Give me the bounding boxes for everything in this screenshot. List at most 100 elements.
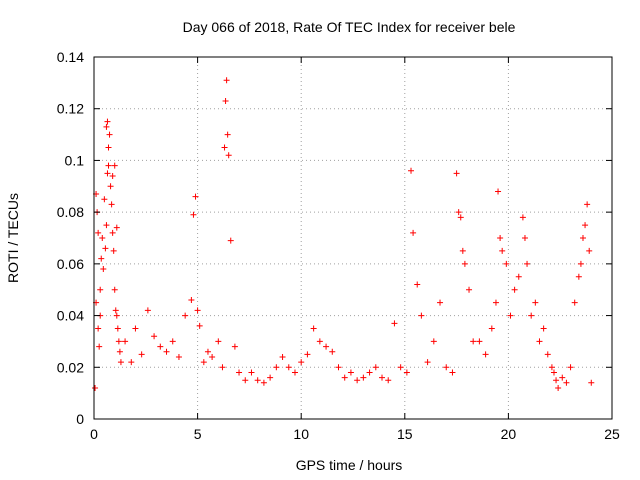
- data-point: [225, 152, 232, 159]
- data-point: [115, 338, 122, 345]
- data-point: [499, 247, 506, 254]
- data-point: [354, 377, 361, 384]
- data-point: [110, 247, 117, 254]
- data-point: [521, 235, 528, 241]
- data-point: [113, 224, 120, 231]
- data-point: [476, 338, 483, 345]
- data-point: [223, 77, 230, 84]
- data-point: [221, 144, 228, 151]
- data-point: [418, 312, 425, 319]
- data-point: [567, 364, 574, 371]
- axis-ticks: [93, 56, 613, 420]
- data-point: [329, 348, 336, 355]
- data-point: [105, 144, 112, 151]
- data-point: [103, 123, 110, 130]
- data-point: [273, 364, 280, 371]
- data-point: [227, 237, 234, 244]
- data-point: [391, 320, 398, 327]
- data-point: [175, 353, 182, 360]
- data-point: [540, 325, 547, 332]
- data-point: [192, 193, 199, 200]
- data-point: [515, 273, 522, 280]
- data-point: [449, 369, 456, 376]
- x-axis-title: GPS time / hours: [296, 457, 403, 473]
- data-point: [182, 312, 189, 319]
- data-point: [579, 235, 586, 241]
- data-point: [550, 369, 557, 376]
- data-point: [291, 369, 298, 376]
- data-point: [260, 379, 267, 386]
- data-point: [117, 359, 124, 366]
- data-point: [92, 384, 99, 391]
- data-point: [109, 229, 116, 236]
- x-tick-label: 5: [194, 426, 202, 442]
- data-point: [536, 338, 543, 345]
- data-point: [116, 348, 123, 355]
- data-point: [104, 118, 111, 125]
- data-point: [108, 201, 115, 208]
- data-point: [248, 369, 255, 376]
- data-point: [492, 299, 499, 306]
- data-point: [459, 247, 466, 254]
- data-point: [101, 196, 108, 203]
- data-point: [586, 247, 593, 254]
- y-tick-label: 0.12: [57, 101, 84, 117]
- data-point: [100, 266, 107, 273]
- x-tick-label: 25: [604, 426, 620, 442]
- data-point: [563, 379, 570, 386]
- data-point: [103, 222, 110, 229]
- y-tick-label: 0: [76, 411, 84, 427]
- data-point: [366, 369, 373, 376]
- data-point: [430, 338, 437, 345]
- data-point: [298, 359, 305, 366]
- data-point: [200, 359, 207, 366]
- data-point: [169, 338, 176, 345]
- data-point: [519, 214, 526, 221]
- data-point: [532, 299, 539, 306]
- data-point: [360, 374, 367, 381]
- data-point: [95, 325, 102, 332]
- data-point: [242, 377, 249, 384]
- data-point: [582, 222, 589, 229]
- data-point: [548, 364, 555, 371]
- data-point: [461, 260, 468, 267]
- x-tick-label: 15: [397, 426, 413, 442]
- y-tick-label: 0.04: [57, 308, 84, 324]
- data-point: [503, 260, 510, 267]
- data-point: [544, 351, 551, 358]
- data-point: [219, 364, 226, 371]
- data-point: [104, 170, 111, 177]
- data-point: [335, 364, 342, 371]
- data-point: [279, 353, 286, 360]
- data-point: [347, 369, 354, 376]
- data-point: [555, 384, 562, 391]
- chart-title: Day 066 of 2018, Rate Of TEC Index for r…: [183, 19, 516, 35]
- data-point: [453, 170, 460, 177]
- x-tick-label: 10: [293, 426, 309, 442]
- data-point: [316, 338, 323, 345]
- data-point: [209, 353, 216, 360]
- data-point: [144, 307, 151, 314]
- y-tick-label: 0.1: [65, 152, 85, 168]
- data-point: [204, 348, 211, 355]
- data-point: [466, 286, 473, 293]
- data-point: [507, 312, 514, 319]
- y-tick-label: 0.06: [57, 256, 84, 272]
- data-points: [92, 77, 595, 391]
- plot-frame: [93, 56, 613, 420]
- data-point: [107, 183, 114, 190]
- data-point: [190, 211, 197, 218]
- grid: [94, 57, 612, 419]
- data-point: [524, 260, 531, 267]
- data-point: [575, 273, 582, 280]
- data-point: [414, 281, 421, 288]
- y-tick-label: 0.14: [57, 49, 84, 65]
- data-point: [96, 343, 103, 350]
- data-point: [385, 377, 392, 384]
- data-point: [495, 188, 502, 195]
- data-point: [98, 255, 105, 262]
- data-point: [157, 343, 164, 350]
- data-point: [106, 131, 113, 138]
- data-point: [323, 343, 330, 350]
